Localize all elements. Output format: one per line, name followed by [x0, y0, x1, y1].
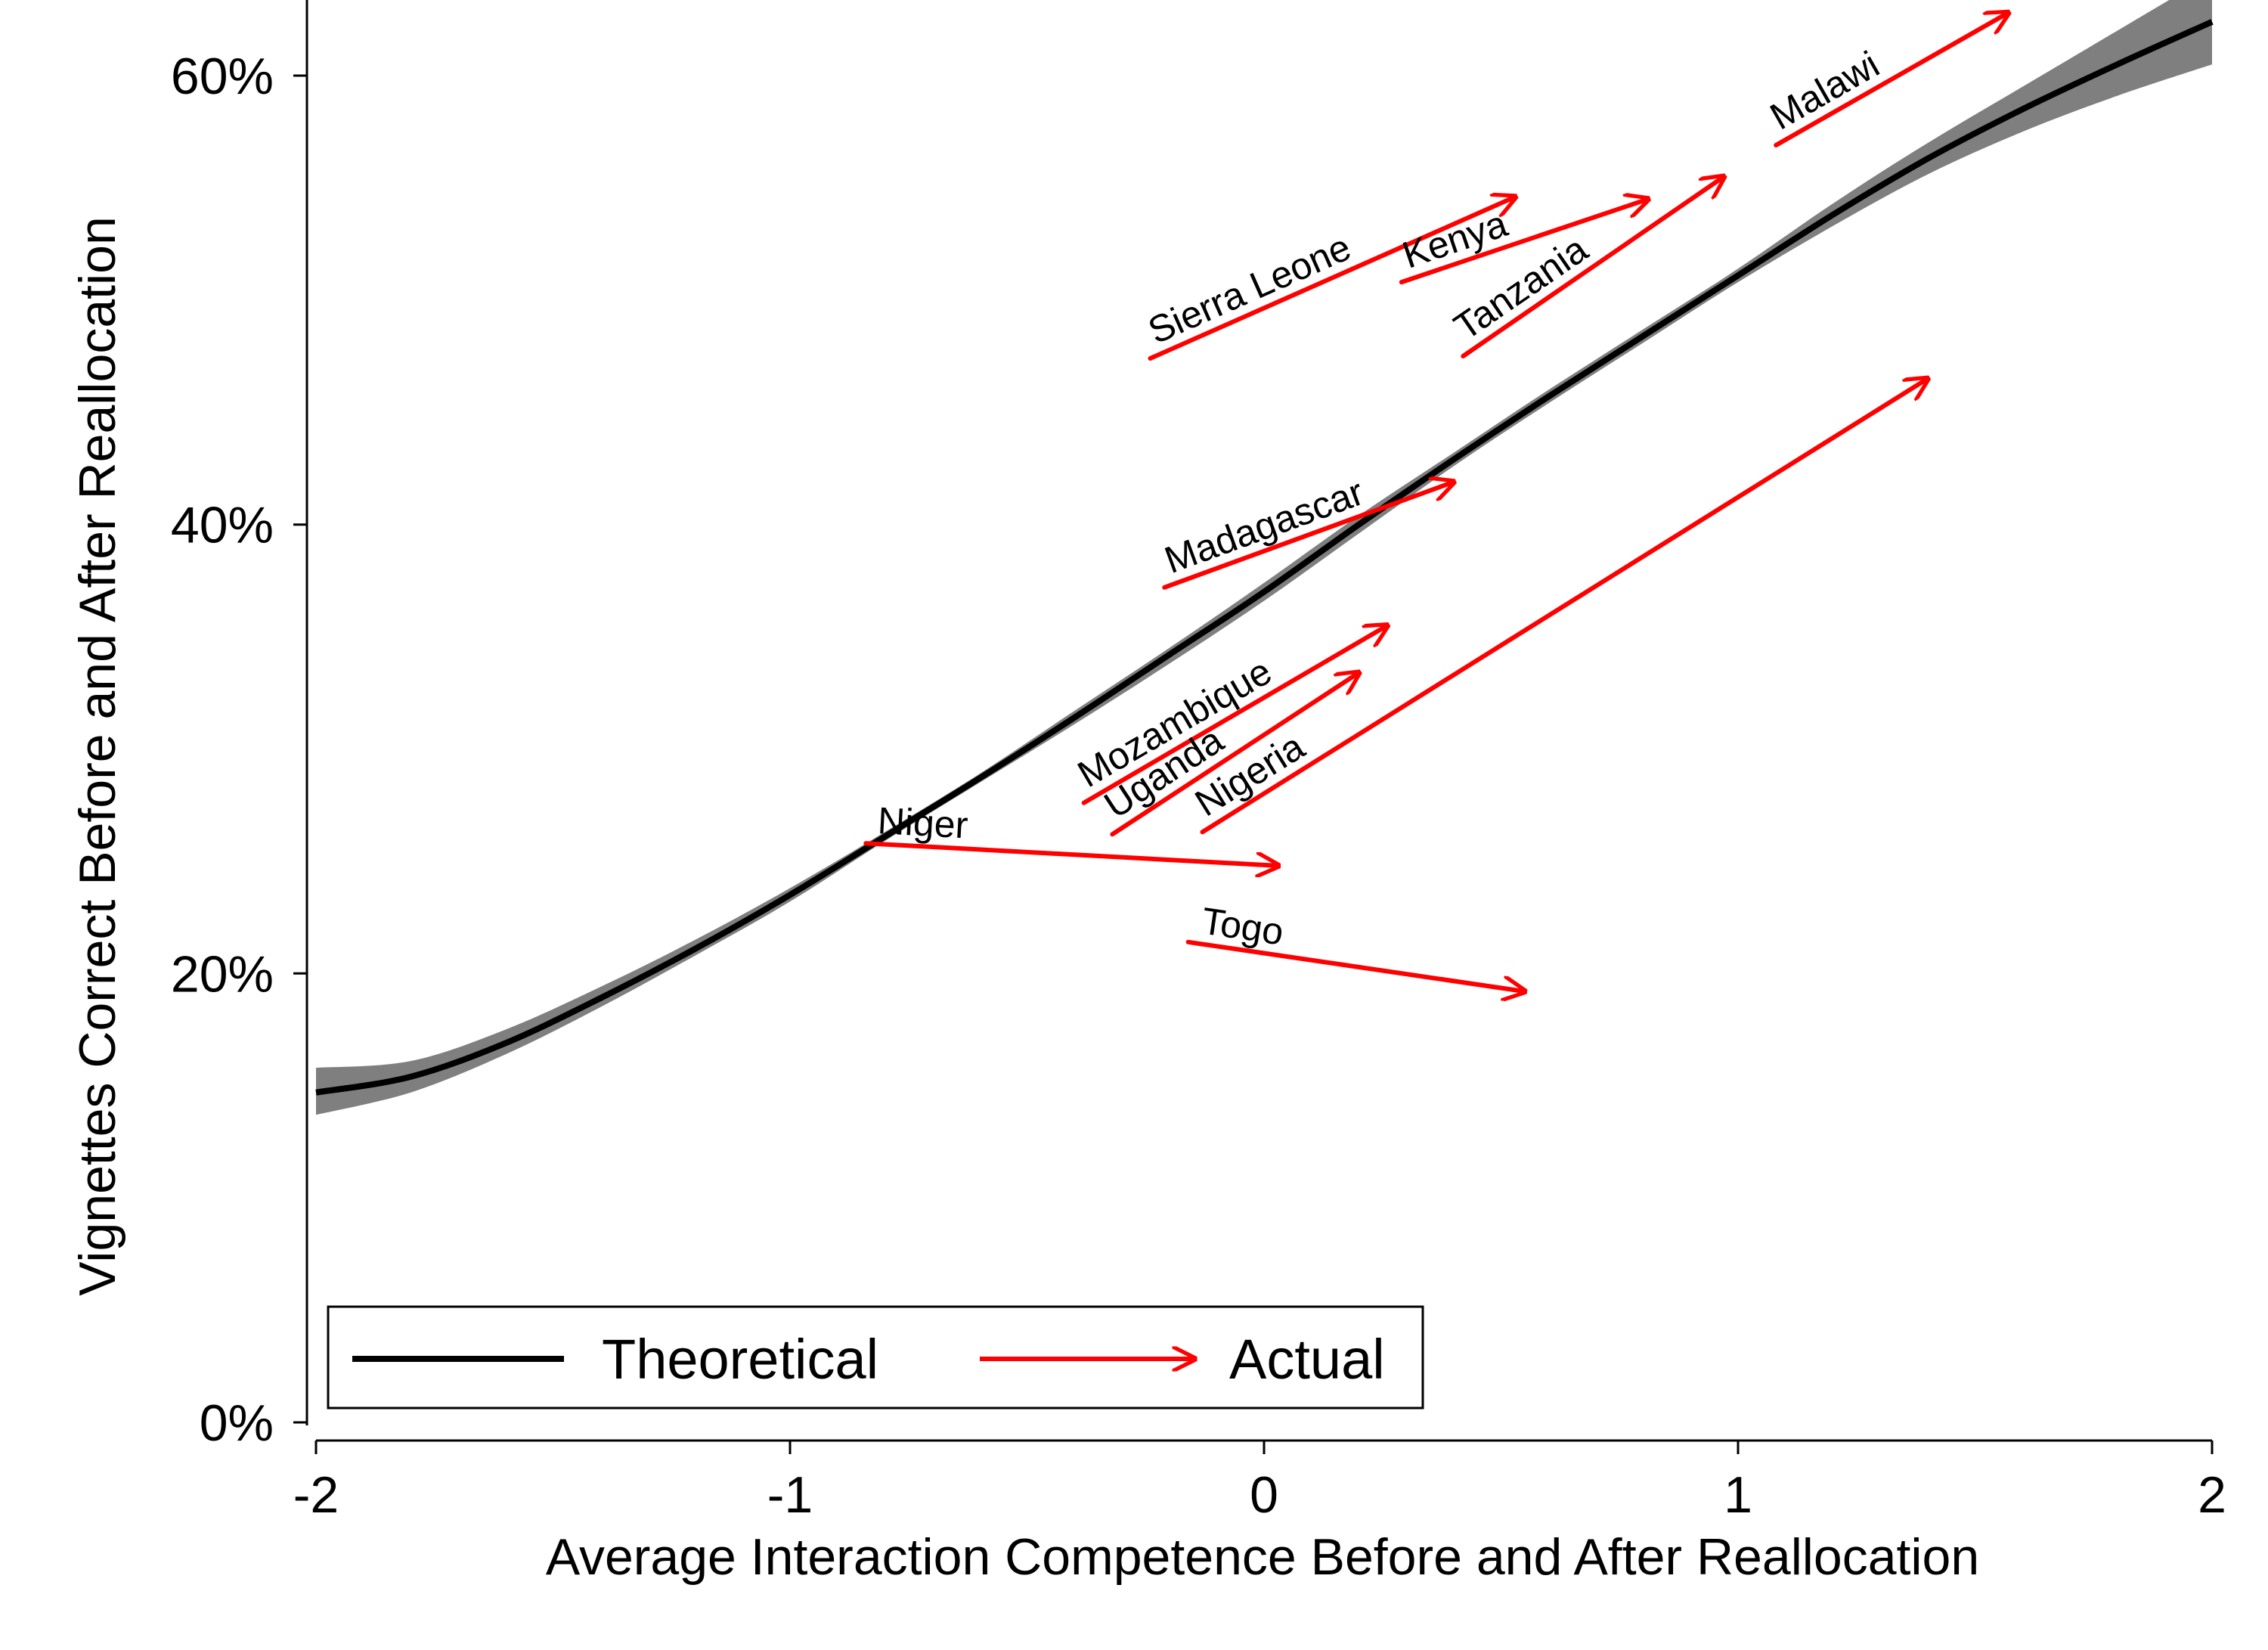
- theoretical-curve-layer: [315, 19, 2214, 1096]
- x-tick-label: 0: [1250, 1466, 1278, 1524]
- arrow-tanzania: [1461, 177, 1724, 358]
- arrow-uganda: [1110, 673, 1359, 837]
- arrow-togo: [1185, 939, 1525, 991]
- x-tick-label: 1: [1724, 1466, 1752, 1524]
- arrow-nigeria: [1200, 379, 1928, 835]
- y-axis-title: Vignettes Correct Before and After Reall…: [69, 216, 126, 1296]
- x-tick-label: -2: [293, 1466, 339, 1524]
- axes: 0% 20% 40% 60% -2 -1 0 1 2: [171, 0, 2226, 1524]
- actual-arrows-layer: [863, 13, 2008, 991]
- y-tick-label: 20%: [171, 945, 274, 1003]
- legend-actual-label: Actual: [1229, 1328, 1385, 1391]
- y-tick-label: 40%: [171, 497, 274, 554]
- arrow-mozambique: [1081, 625, 1387, 805]
- legend: Theoretical Actual: [327, 1305, 1424, 1410]
- y-tick-label: 60%: [171, 48, 274, 105]
- legend-theoretical-label: Theoretical: [602, 1328, 878, 1391]
- arrow-madagascar: [1162, 482, 1454, 590]
- x-tick-label: -1: [767, 1466, 813, 1524]
- x-tick-label: 2: [2198, 1466, 2226, 1524]
- arrow-niger: [863, 841, 1278, 866]
- label-niger: Niger: [877, 799, 969, 846]
- x-axis-title: Average Interaction Competence Before an…: [546, 1528, 1979, 1586]
- theoretical-curve: [315, 19, 2214, 1096]
- y-tick-label: 0%: [200, 1394, 274, 1452]
- arrow-malawi: [1774, 13, 2008, 147]
- arrow-kenya: [1399, 199, 1648, 285]
- arrow-sierra-leone: [1148, 197, 1516, 361]
